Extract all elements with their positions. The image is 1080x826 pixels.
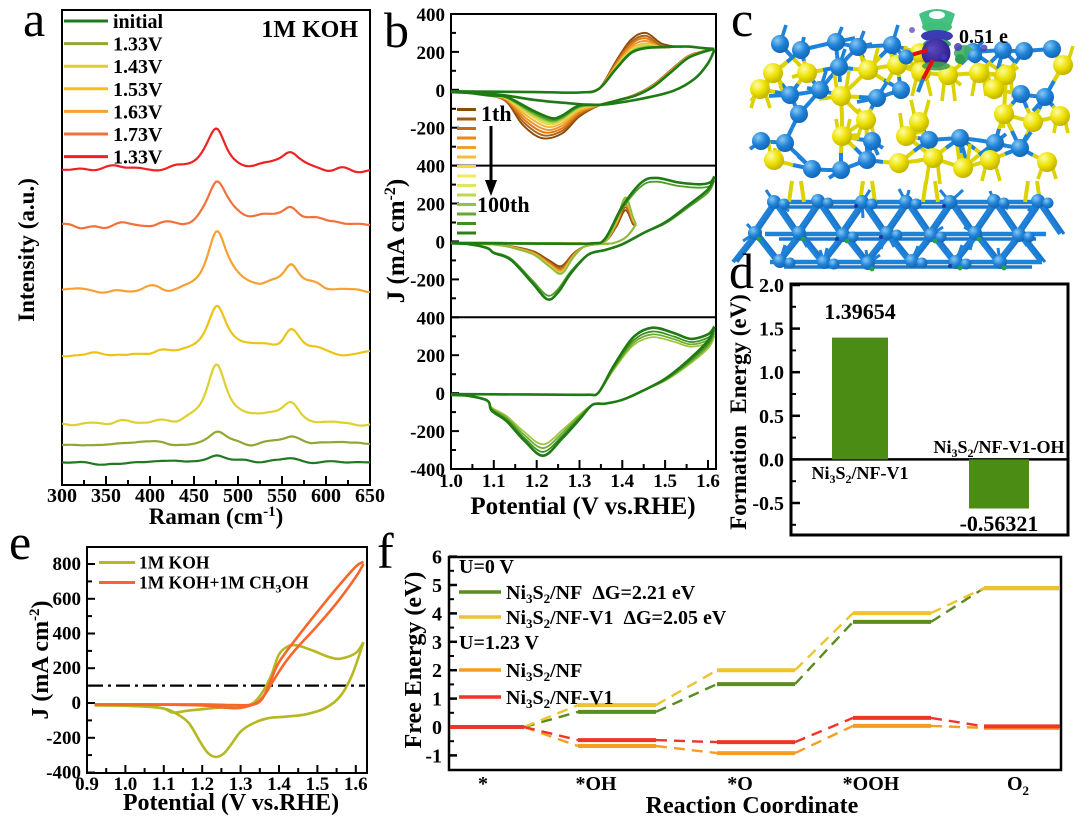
svg-text:initial: initial (113, 11, 163, 33)
svg-text:1.6: 1.6 (344, 774, 368, 795)
svg-text:1.33V: 1.33V (113, 147, 163, 169)
svg-text:1.63V: 1.63V (113, 101, 163, 123)
svg-text:4: 4 (432, 603, 442, 625)
svg-text:1.3: 1.3 (568, 471, 592, 492)
svg-text:-400: -400 (410, 460, 445, 481)
svg-text:1.4: 1.4 (610, 471, 634, 492)
svg-text:*: * (478, 773, 488, 795)
svg-text:650: 650 (355, 485, 385, 507)
svg-text:-200: -200 (410, 422, 445, 443)
svg-text:400: 400 (53, 624, 82, 645)
svg-text:500: 500 (223, 485, 253, 507)
svg-text:600: 600 (53, 589, 82, 610)
svg-text:Ni3S2/NF-V1: Ni3S2/NF-V1 (506, 687, 613, 711)
svg-text:1.39654: 1.39654 (824, 299, 896, 324)
svg-text:6: 6 (432, 547, 442, 569)
svg-text:0: 0 (436, 232, 446, 253)
svg-text:Ni3S2/NF-V1: Ni3S2/NF-V1 (811, 463, 908, 486)
svg-text:100th: 100th (477, 192, 530, 217)
svg-text:1.53V: 1.53V (113, 79, 163, 101)
svg-text:1th: 1th (481, 101, 512, 126)
svg-text:2.0: 2.0 (759, 275, 784, 297)
svg-text:1.2: 1.2 (190, 774, 214, 795)
svg-text:Ni3S2/NF-V1 ΔG=2.05 eV: Ni3S2/NF-V1 ΔG=2.05 eV (506, 607, 727, 631)
svg-text:Formation Energy (eV): Formation Energy (eV) (726, 294, 751, 530)
svg-text:1.0: 1.0 (439, 471, 463, 492)
svg-text:1.5: 1.5 (653, 471, 677, 492)
svg-text:0.9: 0.9 (75, 774, 99, 795)
svg-text:200: 200 (417, 346, 446, 367)
svg-text:0: 0 (436, 81, 446, 102)
svg-text:Reaction Coordinate: Reaction Coordinate (646, 793, 859, 819)
svg-text:1.6: 1.6 (696, 471, 720, 492)
svg-text:*O: *O (727, 773, 753, 795)
svg-text:400: 400 (417, 308, 446, 329)
svg-text:*OOH: *OOH (843, 773, 900, 795)
svg-text:1.2: 1.2 (525, 471, 549, 492)
svg-text:300: 300 (47, 485, 77, 507)
svg-text:U=0 V: U=0 V (459, 556, 514, 578)
svg-text:1M KOH+1M CH3OH: 1M KOH+1M CH3OH (139, 573, 309, 596)
svg-text:Ni3S2/NF ΔG=2.21 eV: Ni3S2/NF ΔG=2.21 eV (506, 582, 696, 606)
svg-text:-1: -1 (425, 745, 442, 767)
svg-text:Ni3S2/NF: Ni3S2/NF (506, 660, 582, 684)
svg-text:0.5: 0.5 (759, 406, 784, 428)
svg-text:-200: -200 (410, 119, 445, 140)
svg-text:400: 400 (135, 485, 165, 507)
svg-text:1.5: 1.5 (759, 319, 784, 341)
svg-text:2: 2 (432, 660, 442, 682)
svg-text:3: 3 (432, 632, 442, 654)
svg-text:-200: -200 (46, 728, 81, 749)
svg-text:200: 200 (417, 195, 446, 216)
svg-text:0: 0 (432, 717, 442, 739)
svg-text:c: c (731, 0, 753, 47)
svg-text:-0.5: -0.5 (752, 493, 784, 515)
svg-text:200: 200 (53, 658, 82, 679)
svg-text:1.0: 1.0 (759, 362, 784, 384)
svg-text:1.1: 1.1 (482, 471, 506, 492)
svg-text:f: f (377, 523, 394, 579)
svg-text:1M KOH: 1M KOH (261, 17, 358, 43)
svg-text:800: 800 (53, 554, 82, 575)
svg-text:a: a (23, 0, 45, 47)
svg-text:1M KOH: 1M KOH (139, 553, 210, 573)
svg-text:Raman (cm-1): Raman (cm-1) (149, 504, 284, 529)
svg-text:d: d (729, 243, 754, 299)
svg-text:1: 1 (432, 689, 442, 711)
svg-text:Free Energy (eV): Free Energy (eV) (401, 572, 427, 749)
svg-text:0.0: 0.0 (759, 449, 784, 471)
svg-text:1.1: 1.1 (152, 774, 176, 795)
svg-text:600: 600 (311, 485, 341, 507)
svg-text:0: 0 (436, 384, 446, 405)
svg-text:e: e (9, 514, 31, 570)
svg-text:0: 0 (72, 693, 82, 714)
svg-text:0.51 e: 0.51 e (959, 26, 1008, 48)
svg-text:1.43V: 1.43V (113, 56, 163, 78)
svg-text:Potential (V vs.RHE): Potential (V vs.RHE) (123, 790, 339, 816)
svg-text:-400: -400 (46, 763, 81, 784)
svg-text:-0.56321: -0.56321 (960, 511, 1039, 536)
svg-text:550: 550 (267, 485, 297, 507)
svg-text:400: 400 (417, 157, 446, 178)
svg-text:400: 400 (417, 5, 446, 26)
svg-text:1.33V: 1.33V (113, 34, 163, 56)
svg-text:450: 450 (179, 485, 209, 507)
svg-text:-200: -200 (410, 270, 445, 291)
svg-text:b: b (384, 2, 409, 58)
svg-text:1.73V: 1.73V (113, 124, 163, 146)
svg-text:5: 5 (432, 575, 442, 597)
svg-text:Potential (V vs.RHE): Potential (V vs.RHE) (470, 493, 695, 520)
svg-text:Intensity (a.u.): Intensity (a.u.) (14, 178, 39, 322)
svg-text:1.3: 1.3 (229, 774, 253, 795)
svg-text:1.0: 1.0 (114, 774, 138, 795)
svg-text:1.4: 1.4 (267, 774, 291, 795)
svg-text:1.5: 1.5 (306, 774, 330, 795)
svg-text:350: 350 (91, 485, 121, 507)
svg-text:*OH: *OH (575, 773, 617, 795)
svg-text:U=1.23 V: U=1.23 V (459, 632, 539, 654)
svg-text:200: 200 (417, 43, 446, 64)
svg-text:Ni3S2/NF-V1-OH: Ni3S2/NF-V1-OH (934, 437, 1065, 460)
